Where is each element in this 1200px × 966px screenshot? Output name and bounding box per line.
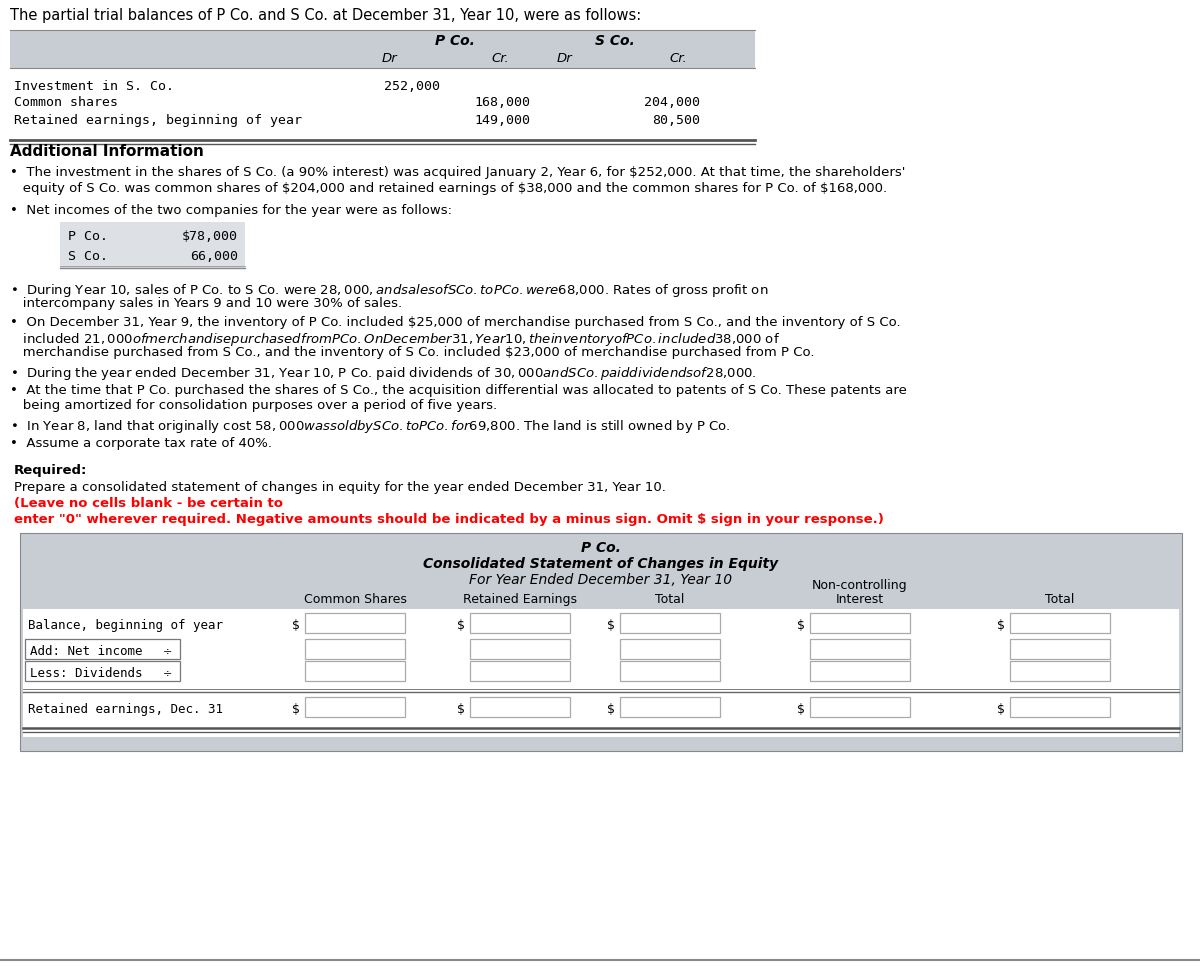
Text: $: $ — [797, 619, 805, 632]
Text: $78,000: $78,000 — [182, 230, 238, 243]
Bar — [620, 661, 720, 681]
Bar — [1010, 661, 1110, 681]
Text: Retained earnings, Dec. 31: Retained earnings, Dec. 31 — [28, 703, 223, 716]
Bar — [1010, 613, 1110, 633]
Text: Additional Information: Additional Information — [10, 144, 204, 159]
Text: Investment in S. Co.: Investment in S. Co. — [14, 80, 174, 93]
Text: S Co.: S Co. — [595, 34, 635, 48]
Text: •  On December 31, Year 9, the inventory of P Co. included $25,000 of merchandis: • On December 31, Year 9, the inventory … — [10, 316, 901, 329]
Text: Consolidated Statement of Changes in Equity: Consolidated Statement of Changes in Equ… — [424, 557, 779, 571]
Text: •  In Year 8, land that originally cost $58,000 was sold by S Co. to P Co. for $: • In Year 8, land that originally cost $… — [10, 418, 731, 435]
Text: $: $ — [997, 619, 1006, 632]
Text: •  At the time that P Co. purchased the shares of S Co., the acquisition differe: • At the time that P Co. purchased the s… — [10, 384, 907, 397]
Text: •  During Year 10, sales of P Co. to S Co. were $28,000, and sales of S Co. to P: • During Year 10, sales of P Co. to S Co… — [10, 282, 768, 299]
Text: P Co.: P Co. — [436, 34, 475, 48]
Text: The partial trial balances of P Co. and S Co. at December 31, Year 10, were as f: The partial trial balances of P Co. and … — [10, 8, 641, 23]
Bar — [620, 613, 720, 633]
Bar — [10, 68, 755, 140]
Text: Required:: Required: — [14, 464, 88, 477]
Bar — [810, 697, 910, 717]
Text: Balance, beginning of year: Balance, beginning of year — [28, 619, 223, 632]
Bar — [25, 639, 180, 659]
Text: Less: Dividends: Less: Dividends — [30, 667, 143, 680]
Bar — [810, 613, 910, 633]
Text: Cr.: Cr. — [491, 52, 509, 65]
Bar — [810, 661, 910, 681]
Bar — [470, 697, 570, 717]
Text: •  During the year ended December 31, Year 10, P Co. paid dividends of $30,000 a: • During the year ended December 31, Yea… — [10, 365, 757, 382]
Text: Retained earnings, beginning of year: Retained earnings, beginning of year — [14, 114, 302, 127]
Bar — [620, 697, 720, 717]
Bar — [60, 222, 245, 268]
Text: $: $ — [292, 619, 300, 632]
Text: For Year Ended December 31, Year 10: For Year Ended December 31, Year 10 — [469, 573, 732, 587]
Text: Common shares: Common shares — [14, 96, 118, 109]
Text: $: $ — [457, 619, 466, 632]
Text: Prepare a consolidated statement of changes in equity for the year ended Decembe: Prepare a consolidated statement of chan… — [14, 481, 666, 494]
Text: being amortized for consolidation purposes over a period of five years.: being amortized for consolidation purpos… — [10, 399, 497, 412]
Text: ÷: ÷ — [163, 646, 173, 656]
Text: $: $ — [797, 703, 805, 716]
Bar — [305, 613, 406, 633]
Bar — [305, 661, 406, 681]
Bar — [620, 639, 720, 659]
Bar — [470, 661, 570, 681]
Text: Retained Earnings: Retained Earnings — [463, 593, 577, 606]
Text: •  Net incomes of the two companies for the year were as follows:: • Net incomes of the two companies for t… — [10, 204, 452, 217]
Text: Dr: Dr — [557, 52, 572, 65]
Bar — [10, 30, 755, 68]
Text: ÷: ÷ — [163, 668, 173, 678]
Text: Total: Total — [1045, 593, 1075, 606]
Text: 252,000: 252,000 — [384, 80, 440, 93]
Text: S Co.: S Co. — [68, 250, 108, 263]
Text: $: $ — [457, 703, 466, 716]
Text: $: $ — [607, 619, 616, 632]
Bar — [1010, 639, 1110, 659]
Text: included $21,000 of merchandise purchased from P Co. On December 31, Year 10, th: included $21,000 of merchandise purchase… — [10, 331, 780, 348]
Bar — [1010, 697, 1110, 717]
Text: Interest: Interest — [836, 593, 884, 606]
Text: P Co.: P Co. — [68, 230, 108, 243]
Text: 149,000: 149,000 — [474, 114, 530, 127]
Text: (Leave no cells blank - be certain to: (Leave no cells blank - be certain to — [14, 497, 283, 510]
Bar — [305, 697, 406, 717]
Bar — [810, 639, 910, 659]
Bar — [20, 533, 1182, 751]
Text: 168,000: 168,000 — [474, 96, 530, 109]
Text: $: $ — [997, 703, 1006, 716]
Text: P Co.: P Co. — [581, 541, 620, 555]
Text: Dr: Dr — [382, 52, 398, 65]
Bar — [23, 609, 1178, 737]
Text: equity of S Co. was common shares of $204,000 and retained earnings of $38,000 a: equity of S Co. was common shares of $20… — [10, 182, 887, 195]
Bar — [305, 639, 406, 659]
Bar — [470, 639, 570, 659]
Text: 80,500: 80,500 — [652, 114, 700, 127]
Text: 66,000: 66,000 — [190, 250, 238, 263]
Text: $: $ — [607, 703, 616, 716]
Text: Cr.: Cr. — [670, 52, 686, 65]
Text: merchandise purchased from S Co., and the inventory of S Co. included $23,000 of: merchandise purchased from S Co., and th… — [10, 346, 815, 359]
Text: intercompany sales in Years 9 and 10 were 30% of sales.: intercompany sales in Years 9 and 10 wer… — [10, 297, 402, 310]
Bar — [470, 613, 570, 633]
Text: •  The investment in the shares of S Co. (a 90% interest) was acquired January 2: • The investment in the shares of S Co. … — [10, 166, 905, 179]
Text: $: $ — [292, 703, 300, 716]
Text: Non-controlling: Non-controlling — [812, 579, 908, 592]
Text: •  Assume a corporate tax rate of 40%.: • Assume a corporate tax rate of 40%. — [10, 437, 272, 450]
Text: Total: Total — [655, 593, 685, 606]
Text: 204,000: 204,000 — [644, 96, 700, 109]
Text: enter "0" wherever required. Negative amounts should be indicated by a minus sig: enter "0" wherever required. Negative am… — [14, 513, 884, 526]
Bar — [25, 661, 180, 681]
Text: Common Shares: Common Shares — [304, 593, 407, 606]
Text: Add: Net income: Add: Net income — [30, 645, 143, 658]
